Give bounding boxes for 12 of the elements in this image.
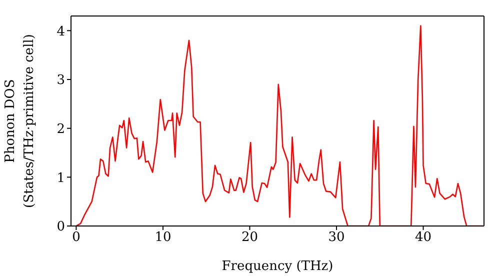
x-tick-label: 10 (154, 230, 172, 246)
y-tick-label: 3 (56, 73, 65, 88)
y-tick-label: 1 (56, 170, 65, 186)
y-axis-title: Phonon DOS (States/THz·primitive cell) (3, 34, 37, 208)
x-tick-label: 0 (72, 230, 80, 246)
y-tick-label: 2 (56, 122, 65, 137)
x-tick-label: 20 (241, 230, 258, 246)
y-tick-label: 0 (56, 220, 65, 235)
x-axis-title: Frequency (THz) (222, 259, 334, 274)
x-tick-label: 40 (414, 230, 432, 246)
y-tick-label: 4 (56, 24, 65, 40)
x-tick-label: 30 (328, 230, 345, 246)
